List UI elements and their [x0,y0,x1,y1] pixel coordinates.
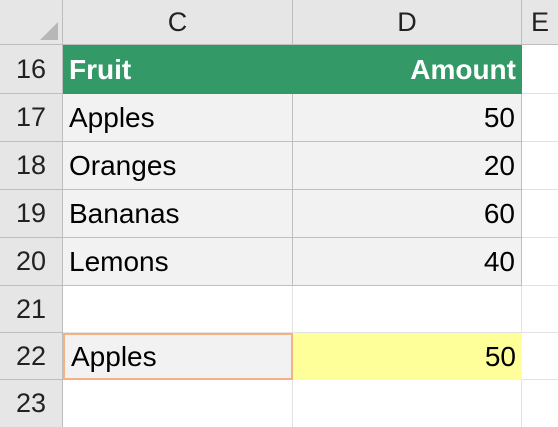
row-header-23[interactable]: 23 [0,380,63,427]
cell-e17[interactable] [522,94,558,142]
cell-d17[interactable]: 50 [293,94,522,142]
cell-e20[interactable] [522,238,558,286]
cell-d23[interactable] [293,380,522,427]
cell-e23[interactable] [522,380,558,427]
cell-c19[interactable]: Bananas [63,190,293,238]
row-header-20[interactable]: 20 [0,238,63,286]
row-header-19[interactable]: 19 [0,190,63,238]
cell-c20[interactable]: Lemons [63,238,293,286]
cell-d21[interactable] [293,286,522,333]
cell-e19[interactable] [522,190,558,238]
cell-c22-lookup-input[interactable]: Apples [63,333,293,380]
column-header-c[interactable]: C [63,0,293,45]
select-all-triangle-icon [40,22,58,40]
row-header-17[interactable]: 17 [0,94,63,142]
cell-e16[interactable] [522,45,558,94]
cell-d16-amount-header[interactable]: Amount [293,45,522,94]
column-header-d[interactable]: D [293,0,522,45]
cell-d20[interactable]: 40 [293,238,522,286]
row-header-18[interactable]: 18 [0,142,63,190]
row-header-16[interactable]: 16 [0,45,63,94]
cell-e22[interactable] [522,333,558,380]
cell-e21[interactable] [522,286,558,333]
cell-d22-lookup-result[interactable]: 50 [293,333,522,380]
cell-d19[interactable]: 60 [293,190,522,238]
row-header-21[interactable]: 21 [0,286,63,333]
cell-c17[interactable]: Apples [63,94,293,142]
cell-e18[interactable] [522,142,558,190]
cell-c16-fruit-header[interactable]: Fruit [63,45,293,94]
cell-c18[interactable]: Oranges [63,142,293,190]
cell-d18[interactable]: 20 [293,142,522,190]
column-header-e[interactable]: E [522,0,558,45]
cell-c21[interactable] [63,286,293,333]
select-all-corner[interactable] [0,0,63,45]
cell-c23[interactable] [63,380,293,427]
row-header-22[interactable]: 22 [0,333,63,380]
